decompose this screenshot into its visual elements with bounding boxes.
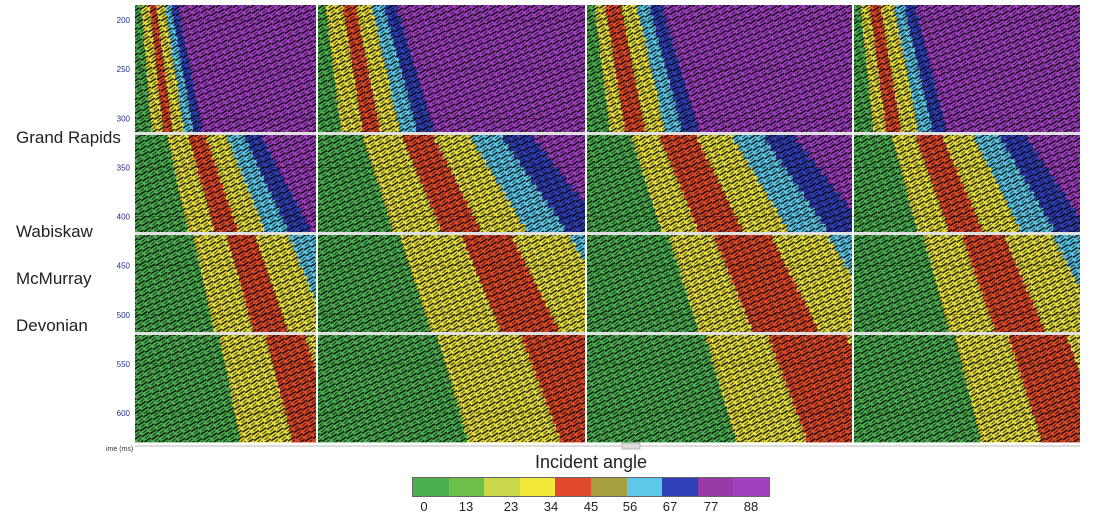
- gather-panel-r3-c3: [854, 335, 1080, 443]
- gather-panel-r3-c1: [318, 335, 585, 443]
- time-tick-label: 200: [117, 16, 131, 25]
- gather-panels: [135, 5, 1080, 443]
- gather-panel-r3-c2: [587, 335, 852, 443]
- colorbar-segment: [413, 478, 449, 496]
- gather-panel-r0-c2: [587, 5, 852, 133]
- colorbar-tick-label: 23: [503, 499, 519, 514]
- colorbar-tick-label: 34: [543, 499, 559, 514]
- time-tick-label: 450: [117, 262, 131, 271]
- colorbar-tick-label: 88: [743, 499, 759, 514]
- time-tick-label: 550: [117, 360, 131, 369]
- time-tick-label: 250: [117, 65, 131, 74]
- colorbar-tick-label: 67: [662, 499, 678, 514]
- colorbar-segment: [626, 478, 663, 496]
- horizon-label-devonian: Devonian: [16, 316, 88, 335]
- colorbar: [412, 477, 770, 497]
- colorbar-tick-label: 56: [622, 499, 638, 514]
- time-tick-label: 350: [117, 163, 131, 172]
- colorbar-segment: [733, 478, 769, 496]
- colorbar-title: Incident angle: [534, 452, 648, 472]
- time-tick-label: 400: [117, 213, 131, 222]
- gather-panel-r2-c3: [854, 235, 1080, 333]
- gather-panel-r1-c2: [587, 135, 852, 233]
- horizontal-scrollbar-thumb[interactable]: [621, 442, 641, 450]
- gather-panel-r0-c3: [854, 5, 1080, 133]
- colorbar-segment: [448, 478, 485, 496]
- colorbar-segment: [555, 478, 591, 496]
- gather-panel-r1-c1: [318, 135, 585, 233]
- time-tick-label: 600: [117, 409, 131, 418]
- colorbar-segment: [519, 478, 556, 496]
- horizon-label-grand-rapids: Grand Rapids: [16, 128, 121, 147]
- time-axis-label: ime (ms): [106, 446, 133, 453]
- gather-panel-r1-c3: [854, 135, 1080, 233]
- time-tick-label: 500: [117, 311, 131, 320]
- time-tick-label: 300: [117, 114, 131, 123]
- gather-panel-r0-c0: [135, 5, 316, 133]
- colorbar-segment: [590, 478, 627, 496]
- gather-panel-r2-c2: [587, 235, 852, 333]
- gather-panel-r2-c1: [318, 235, 585, 333]
- colorbar-tick-label: 77: [703, 499, 719, 514]
- colorbar-segment: [484, 478, 520, 496]
- gather-panel-r1-c0: [135, 135, 316, 233]
- horizon-label-wabiskaw: Wabiskaw: [16, 222, 93, 241]
- gather-panel-r2-c0: [135, 235, 316, 333]
- colorbar-segment: [697, 478, 734, 496]
- horizon-label-mcmurray: McMurray: [16, 269, 92, 288]
- gather-panel-r0-c1: [318, 5, 585, 133]
- colorbar-tick-label: 13: [458, 499, 474, 514]
- colorbar-segment: [662, 478, 698, 496]
- gather-panel-r3-c0: [135, 335, 316, 443]
- colorbar-tick-label: 45: [583, 499, 599, 514]
- time-axis: 200 250 300 350 400 450 500 550 600 ime (ms): [106, 16, 1080, 453]
- colorbar-tick-label: 0: [420, 499, 428, 514]
